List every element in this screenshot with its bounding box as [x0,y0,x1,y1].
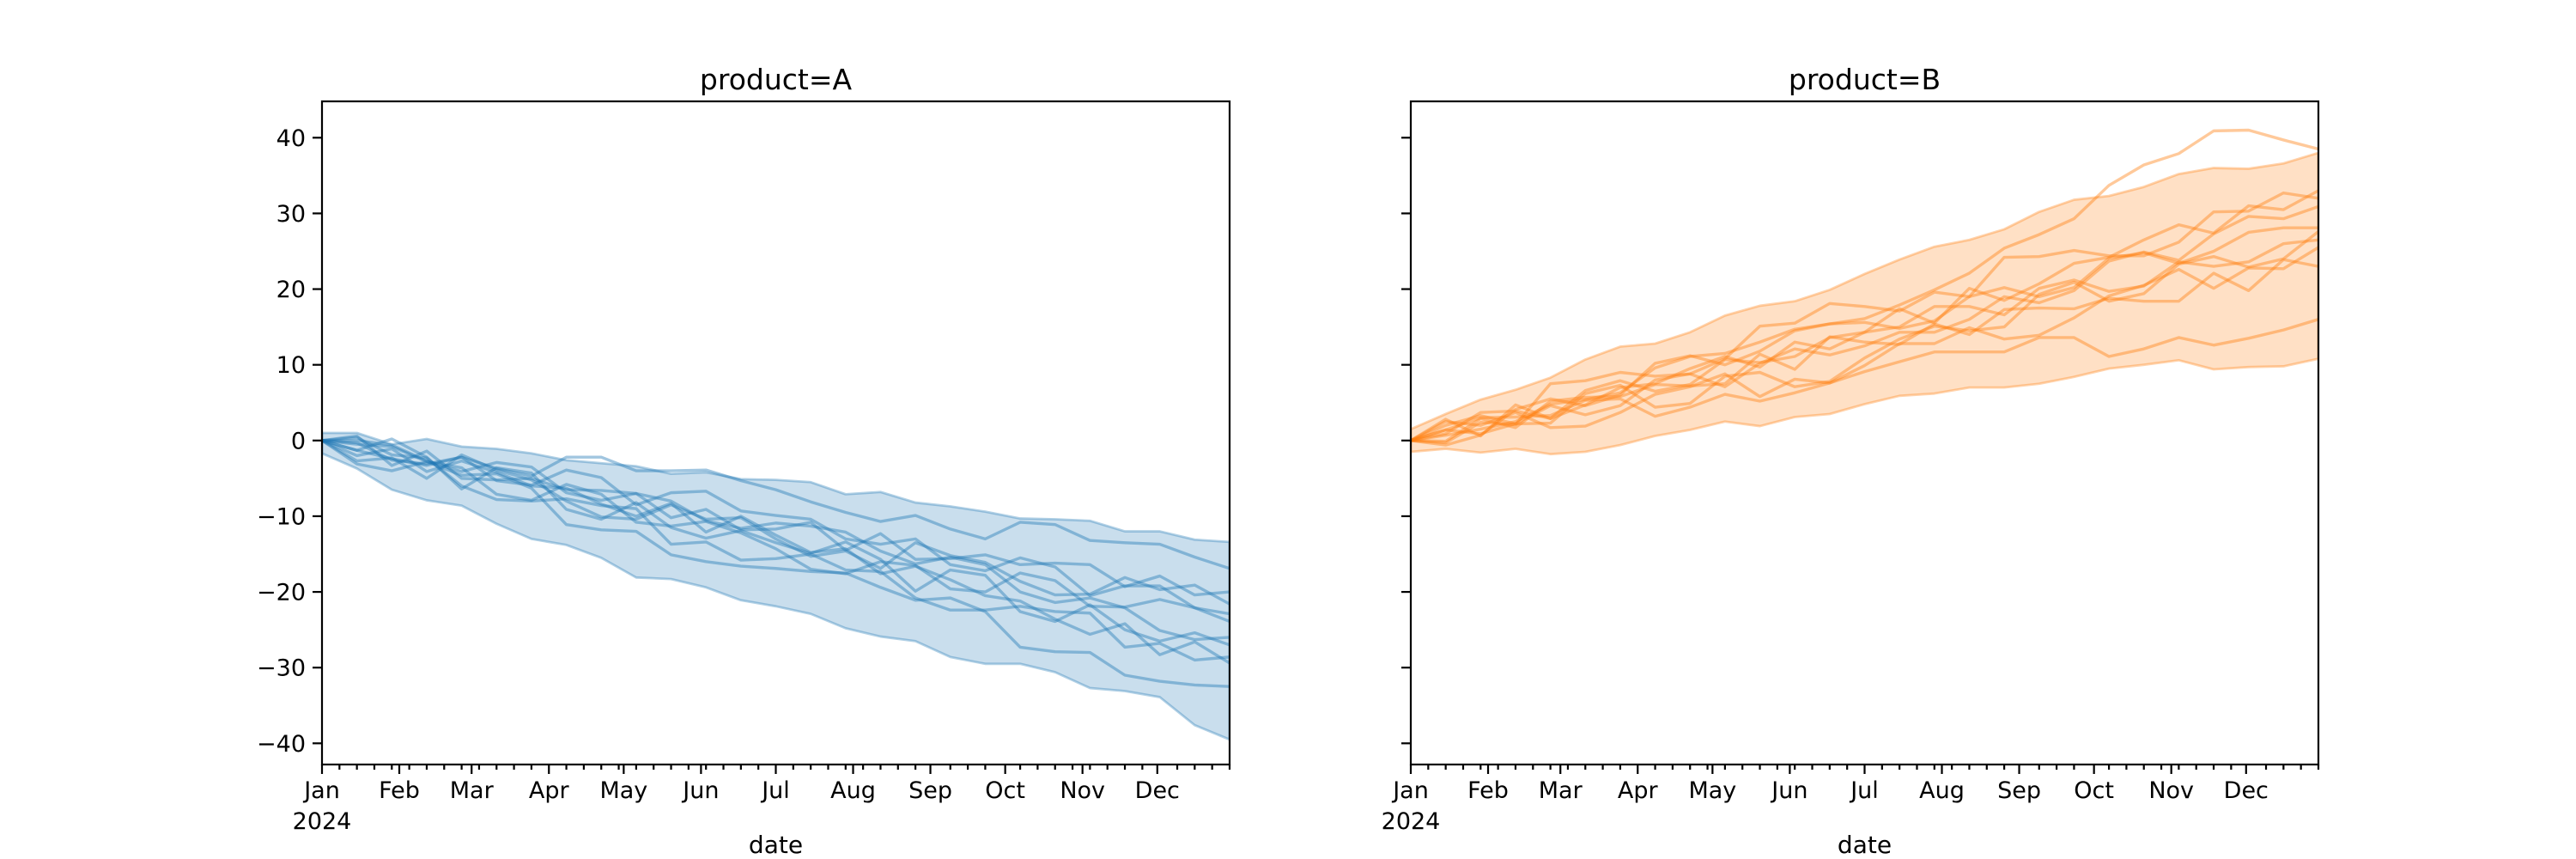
series-line-unit-02 [322,434,1230,597]
series-line-unit-05 [322,439,1230,624]
facet-title: product=B [1789,63,1941,96]
y-tick-label: −30 [257,655,306,682]
y-tick-label: 10 [276,352,306,379]
plot-area [322,431,1230,741]
x-tick-label: Oct [985,777,1025,804]
y-tick-label: −10 [257,503,306,530]
x-tick-label: Dec [1135,777,1180,804]
series-line-unit-10 [322,439,1230,688]
x-axis-label: date [1838,831,1892,859]
series-line-unit-08 [1411,246,2318,442]
confidence-band [1411,151,2318,456]
series-line-unit-08 [322,436,1230,662]
x-tick-label: Apr [529,777,570,804]
x-tick-label: Sep [908,777,952,804]
series-line-unit-01 [1411,128,2318,442]
y-tick-label: 30 [276,201,306,228]
series-line-unit-03 [1411,191,2318,445]
facet-product=A: 40 30 20 10 0 −10 −20 −30 −40 Jan 2024 Feb Mar Apr May… [257,63,1231,859]
series-line-unit-03 [322,439,1230,606]
plot-area [1411,128,2318,456]
x-tick-year-label: 2024 [293,808,352,835]
x-axis-label: date [749,831,803,859]
x-tick-label: Jun [1770,777,1807,804]
x-tick-label: Oct [2074,777,2114,804]
x-tick-label: May [1688,777,1736,804]
facet-product=B: Jan 2024 Feb Mar Apr May Jun Jul Aug Sep Oct Nov Dec… [1382,63,2320,859]
x-tick-label: Aug [830,777,876,804]
x-tick-year-label: 2024 [1382,808,1441,835]
x-tick-label: Mar [1539,777,1583,804]
series-line-unit-04 [1411,204,2318,442]
x-tick-label: Feb [1467,777,1509,804]
series-line-unit-07 [322,437,1230,647]
series-line-unit-02 [1411,189,2318,442]
confidence-band [322,431,1230,741]
y-tick-label: 0 [291,428,306,454]
x-tick-label: Nov [2148,777,2194,804]
x-tick-label: Jul [1849,777,1879,804]
x-tick-label: Apr [1618,777,1659,804]
x-tick-label: Jan [302,777,340,804]
series-line-unit-09 [1411,258,2318,443]
x-tick-label: Jul [760,777,790,804]
x-tick-label: Sep [1997,777,2041,804]
x-tick-label: Jun [681,777,719,804]
x-tick-label: Aug [1919,777,1965,804]
x-tick-label: May [599,777,647,804]
series-line-unit-07 [1411,238,2318,442]
y-tick-label: −20 [257,580,306,606]
series-line-unit-06 [322,439,1230,642]
series-line-unit-10 [1411,318,2318,442]
facet-title: product=A [700,63,853,96]
y-tick-label: 40 [276,125,306,152]
series-line-unit-09 [322,439,1230,665]
x-tick-label: Nov [1060,777,1105,804]
y-tick-label: 20 [276,277,306,303]
series-line-unit-01 [322,439,1230,570]
y-tick-label: −40 [257,731,306,758]
series-line-unit-04 [322,439,1230,616]
x-tick-label: Jan [1391,777,1429,804]
x-tick-label: Mar [450,777,495,804]
series-line-unit-05 [1411,226,2318,447]
x-tick-label: Feb [379,777,420,804]
x-tick-label: Dec [2224,777,2269,804]
series-line-unit-06 [1411,229,2318,442]
